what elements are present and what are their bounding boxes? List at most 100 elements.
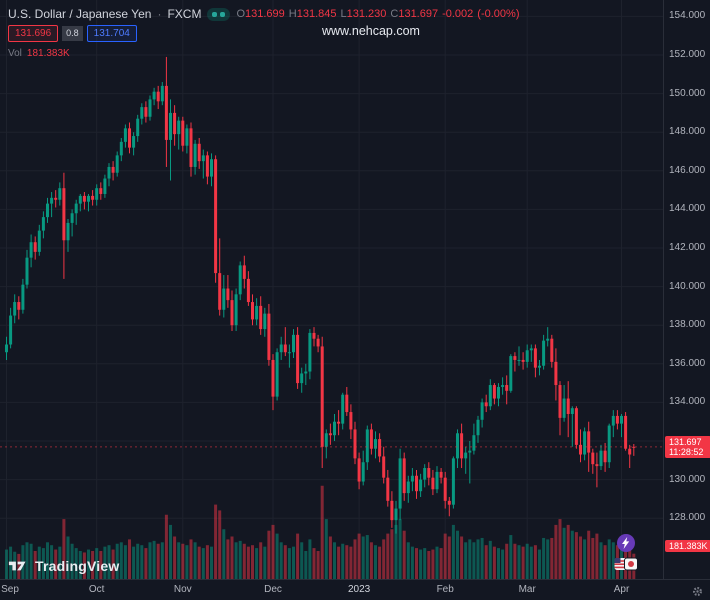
volume-bar (210, 546, 213, 580)
candle-body (41, 217, 45, 231)
candle-body (558, 385, 562, 418)
volume-bar (480, 537, 484, 580)
settings-gear-icon[interactable] (692, 584, 703, 600)
candle-body (189, 128, 193, 167)
volume-bar (156, 543, 160, 580)
flash-alerts-button[interactable] (617, 534, 635, 552)
volume-bar (423, 548, 427, 580)
volume-bar (439, 548, 443, 580)
low-label: L (340, 8, 347, 20)
candle-body (58, 188, 62, 200)
time-axis[interactable]: Sep Oct Nov Dec 2023 Feb Mar Apr (0, 579, 710, 600)
last-price-value: 131.697 (669, 436, 702, 447)
sell-button[interactable]: 131.696 (8, 25, 59, 42)
candle-body (406, 481, 410, 494)
volume-bar (435, 546, 439, 580)
currency-pair-flags-button[interactable] (614, 557, 638, 576)
volume-bar (456, 530, 459, 580)
candle-body (456, 433, 459, 459)
candle-body (423, 468, 427, 480)
volume-bar (587, 530, 591, 580)
volume-bar (234, 542, 238, 580)
volume-bar (476, 539, 480, 580)
volume-bar (214, 504, 218, 580)
volume-bar (205, 545, 209, 580)
volume-bar (226, 539, 230, 580)
volume-bar (427, 551, 431, 580)
volume-bar (271, 524, 275, 580)
candlestick-chart[interactable] (0, 0, 663, 580)
candle-body (624, 415, 628, 449)
volume-bar (447, 536, 451, 580)
candle-body (505, 385, 509, 391)
buy-button[interactable]: 131.704 (86, 25, 137, 42)
candle-body (37, 230, 41, 252)
candle-body (128, 128, 131, 148)
candle-body (353, 429, 357, 459)
candle-body (583, 431, 587, 455)
change-percent: (-0.00%) (477, 8, 520, 20)
volume-bar (255, 548, 259, 580)
candle-body (599, 450, 603, 467)
volume-bar (78, 551, 82, 580)
price-axis-label: 148.000 (669, 126, 706, 138)
volume-bar (579, 536, 582, 580)
volume-bar (554, 524, 558, 580)
volume-bar (460, 536, 464, 580)
candle-body (111, 166, 115, 173)
volume-bar (185, 545, 189, 580)
tradingview-logo[interactable]: TradingView (8, 558, 119, 574)
volume-bar (66, 536, 70, 580)
candle-body (517, 359, 521, 361)
candle-body (562, 398, 566, 418)
volume-bar (382, 539, 386, 580)
candle-body (382, 456, 386, 478)
floating-toolbar (614, 534, 638, 576)
candle-body (99, 188, 103, 194)
candle-body (78, 195, 82, 204)
candle-body (201, 155, 205, 162)
volume-bar (550, 537, 554, 580)
candle-body (222, 288, 226, 310)
volume-bar (591, 537, 595, 580)
candle-body (550, 338, 554, 362)
candle-body (632, 446, 636, 448)
candle-body (328, 433, 332, 436)
volume-label[interactable]: Vol (8, 48, 22, 59)
candle-body (181, 120, 185, 146)
symbol-title[interactable]: U.S. Dollar / Japanese Yen (8, 7, 152, 21)
candle-body (611, 415, 615, 426)
volume-bar (505, 543, 509, 580)
candle-body (410, 475, 414, 482)
volume-bar (238, 540, 242, 580)
candle-body (607, 425, 611, 463)
volume-bar (46, 542, 49, 580)
volume-bar (464, 542, 468, 580)
volume-bar (529, 546, 533, 580)
candle-body (488, 385, 492, 407)
volume-bar (246, 546, 250, 580)
volume-bar (492, 546, 496, 580)
volume-axis-badge: 181.383K (665, 539, 710, 552)
price-axis[interactable]: 131.697 11:28:52 181.383K 154.000 152.000… (663, 0, 710, 580)
candle-body (521, 359, 525, 362)
market-status-indicator[interactable] (207, 7, 231, 21)
volume-bar (365, 535, 369, 580)
price-axis-label: 142.000 (669, 242, 706, 253)
volume-bar (316, 551, 320, 580)
volume-bar (70, 543, 74, 580)
volume-bar (415, 548, 418, 580)
volume-bar (300, 542, 304, 580)
quote-row: 131.696 0.8 131.704 (8, 25, 137, 42)
exchange-label: FXCM (167, 7, 202, 21)
candle-body (214, 159, 218, 274)
candle-body (398, 458, 402, 509)
candle-body (464, 452, 468, 459)
candle-body (468, 450, 472, 453)
open-label: O (236, 8, 245, 20)
candle-body (123, 128, 127, 142)
volume-bar (345, 545, 349, 580)
volume-bar (353, 539, 357, 580)
candle-body (255, 305, 259, 320)
volume-bar (275, 533, 279, 580)
